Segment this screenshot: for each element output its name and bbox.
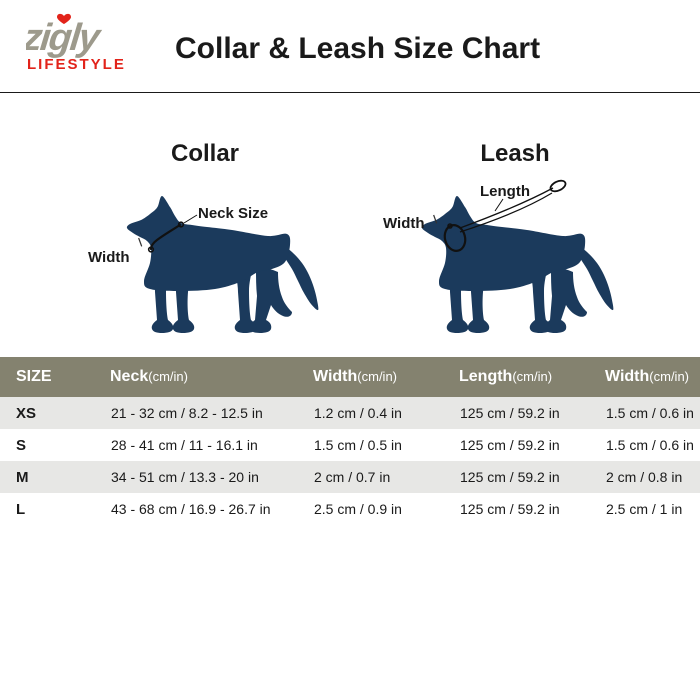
- svg-text:Length: Length: [480, 183, 530, 200]
- svg-text:Width: Width: [383, 215, 425, 232]
- svg-text:Width: Width: [88, 249, 130, 266]
- svg-text:Neck Size: Neck Size: [198, 205, 268, 222]
